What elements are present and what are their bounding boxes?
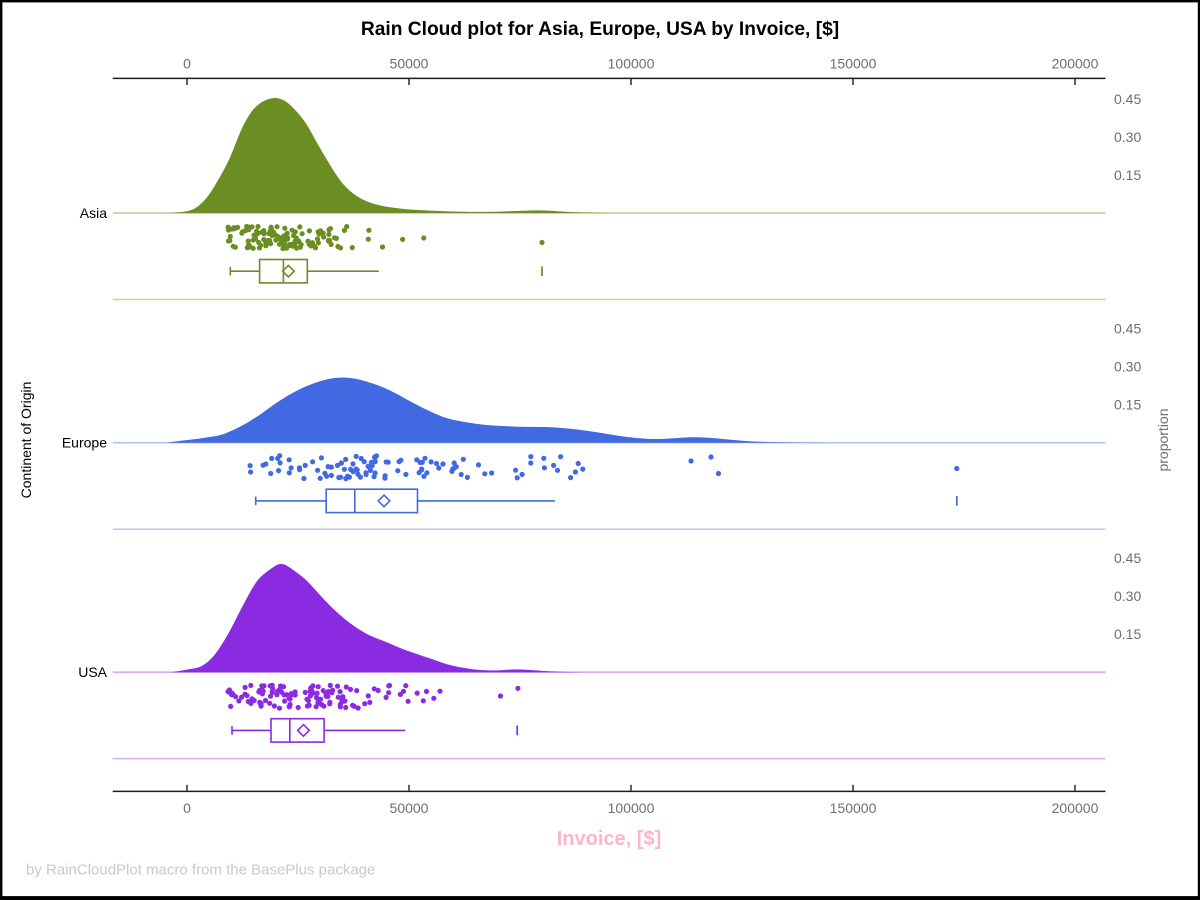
svg-text:100000: 100000	[608, 800, 655, 816]
svg-text:0: 0	[183, 56, 191, 72]
svg-text:by RainCloudPlot macro from th: by RainCloudPlot macro from the BasePlus…	[26, 862, 375, 879]
svg-text:USA: USA	[78, 664, 107, 680]
svg-text:Asia: Asia	[80, 205, 107, 221]
svg-text:0.15: 0.15	[1114, 167, 1141, 183]
svg-text:0.45: 0.45	[1114, 321, 1141, 337]
svg-text:0: 0	[183, 800, 191, 816]
svg-text:0.45: 0.45	[1114, 550, 1141, 566]
svg-text:proportion: proportion	[1155, 408, 1171, 471]
svg-text:200000: 200000	[1052, 56, 1099, 72]
svg-text:100000: 100000	[608, 56, 655, 72]
svg-text:0.15: 0.15	[1114, 626, 1141, 642]
svg-text:0.30: 0.30	[1114, 588, 1141, 604]
svg-text:Continent of Origin: Continent of Origin	[18, 382, 34, 499]
svg-text:Europe: Europe	[62, 435, 107, 451]
svg-text:Rain Cloud plot for Asia, Euro: Rain Cloud plot for Asia, Europe, USA by…	[361, 19, 839, 40]
svg-text:150000: 150000	[830, 56, 877, 72]
svg-text:0.30: 0.30	[1114, 359, 1141, 375]
svg-text:Invoice, [$]: Invoice, [$]	[557, 828, 661, 850]
svg-text:0.15: 0.15	[1114, 397, 1141, 413]
svg-text:0.45: 0.45	[1114, 91, 1141, 107]
svg-text:200000: 200000	[1052, 800, 1099, 816]
svg-text:50000: 50000	[390, 56, 429, 72]
svg-text:150000: 150000	[830, 800, 877, 816]
svg-text:0.30: 0.30	[1114, 129, 1141, 145]
svg-text:50000: 50000	[390, 800, 429, 816]
